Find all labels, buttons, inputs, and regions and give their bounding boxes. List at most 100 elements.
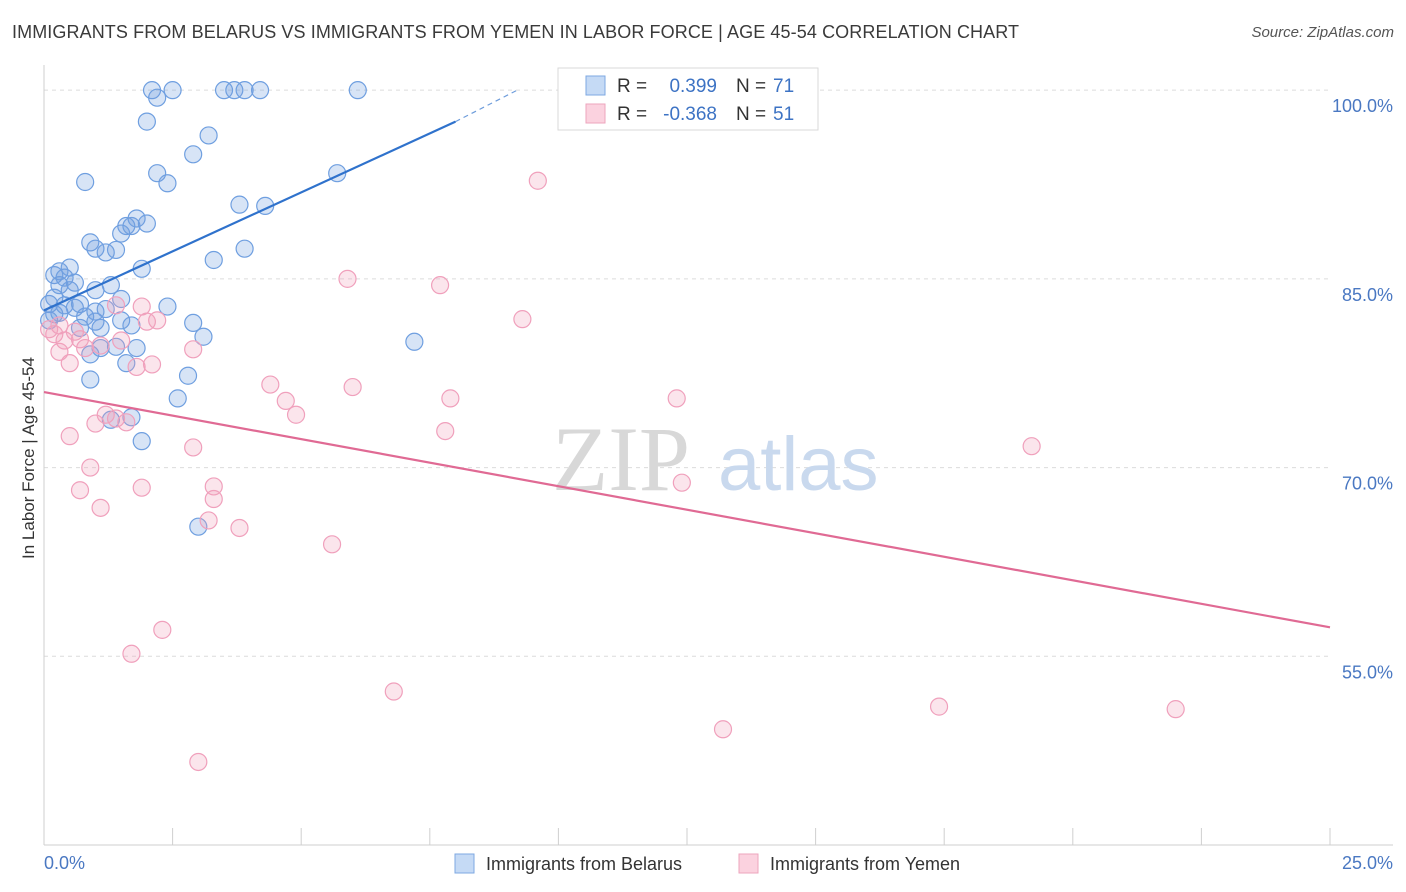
- series-legend: Immigrants from Belarus Immigrants from …: [454, 853, 960, 874]
- legend-n-label-yemen: N =: [736, 104, 766, 125]
- point-yemen-49: [713, 720, 733, 739]
- point-belarus-35: [117, 216, 136, 236]
- point-yemen-20: [122, 644, 141, 663]
- point-yemen-23: [132, 297, 151, 316]
- bottom-legend-swatch-belarus: [454, 853, 475, 874]
- legend-n-value-belarus: 71: [773, 76, 794, 97]
- point-yemen-51: [1022, 437, 1041, 456]
- point-belarus-53: [178, 366, 198, 385]
- point-belarus-41: [127, 209, 146, 228]
- point-belarus-24: [91, 318, 110, 338]
- legend-r-label-yemen: R =: [617, 104, 647, 125]
- point-belarus-20: [81, 370, 100, 389]
- point-yemen-38: [322, 535, 342, 554]
- y-tick-label-1: 85.0%: [1342, 285, 1393, 305]
- point-belarus-70: [86, 302, 105, 321]
- point-yemen-52: [1166, 700, 1185, 719]
- y-tick-labels: 100.0% 85.0% 70.0% 55.0%: [1332, 96, 1393, 682]
- point-yemen-18: [112, 331, 131, 350]
- bottom-legend-label-belarus: Immigrants from Belarus: [486, 854, 682, 874]
- y-tick-label-0: 100.0%: [1332, 96, 1393, 116]
- y-axis-label: In Labor Force | Age 45-54: [19, 357, 38, 559]
- point-yemen-15: [96, 405, 115, 424]
- point-belarus-67: [348, 81, 367, 100]
- point-yemen-10: [76, 338, 95, 358]
- point-yemen-13: [91, 336, 110, 355]
- chart-title: IMMIGRANTS FROM BELARUS VS IMMIGRANTS FR…: [12, 22, 1020, 42]
- point-belarus-64: [250, 81, 270, 100]
- point-belarus-43: [132, 432, 151, 451]
- point-belarus-45: [137, 112, 156, 131]
- point-belarus-60: [225, 81, 244, 100]
- watermark-zip: ZIP: [552, 408, 690, 510]
- point-belarus-12: [65, 273, 84, 292]
- point-yemen-9: [70, 481, 90, 500]
- point-yemen-11: [81, 458, 100, 477]
- point-yemen-29: [184, 340, 203, 359]
- point-yemen-39: [338, 269, 357, 288]
- point-yemen-45: [513, 310, 532, 329]
- point-yemen-42: [430, 276, 450, 295]
- point-yemen-16: [106, 409, 126, 428]
- point-yemen-3: [50, 316, 69, 335]
- point-yemen-17: [106, 296, 126, 315]
- point-belarus-40: [127, 338, 146, 358]
- x-tick-label-right: 25.0%: [1342, 853, 1393, 873]
- point-belarus-44: [137, 214, 156, 233]
- axes: [43, 65, 1393, 846]
- trend-line-extension-belarus: [455, 89, 518, 123]
- point-yemen-21: [127, 357, 146, 377]
- point-belarus-57: [199, 126, 218, 145]
- stats-legend: R = 0.399 N = 71 R = -0.368 N = 51: [557, 67, 819, 131]
- x-tick-label-left: 0.0%: [44, 853, 85, 873]
- point-belarus-56: [194, 327, 213, 346]
- point-belarus-17: [76, 307, 95, 326]
- legend-n-value-yemen: 51: [773, 104, 794, 125]
- legend-r-value-belarus: 0.399: [669, 76, 717, 97]
- point-belarus-47: [148, 88, 167, 107]
- point-belarus-55: [184, 313, 203, 333]
- y-tick-label-2: 70.0%: [1342, 474, 1393, 494]
- point-yemen-14: [91, 498, 110, 517]
- point-yemen-8: [70, 330, 90, 349]
- legend-swatch-yemen: [585, 103, 606, 124]
- point-yemen-43: [436, 421, 455, 441]
- point-yemen-35: [261, 375, 280, 394]
- source-credit: Source: ZipAtlas.com: [1251, 24, 1394, 41]
- point-yemen-27: [153, 620, 172, 639]
- point-yemen-5: [60, 354, 79, 373]
- legend-r-label-belarus: R =: [617, 76, 647, 97]
- point-belarus-16: [76, 172, 95, 192]
- point-belarus-51: [163, 81, 182, 100]
- point-belarus-69: [189, 517, 208, 536]
- watermark-atlas: atlas: [718, 422, 879, 507]
- point-yemen-32: [204, 477, 223, 496]
- legend-swatch-belarus: [585, 75, 606, 96]
- point-yemen-31: [199, 511, 218, 530]
- point-belarus-54: [184, 145, 203, 164]
- point-yemen-6: [60, 427, 79, 446]
- point-belarus-38: [122, 316, 141, 335]
- point-yemen-48: [672, 473, 691, 492]
- point-yemen-36: [276, 391, 295, 411]
- point-yemen-47: [667, 389, 686, 408]
- point-yemen-50: [929, 697, 949, 716]
- point-yemen-46: [528, 171, 547, 190]
- watermark: ZIP atlas: [552, 408, 879, 510]
- point-yemen-30: [189, 752, 208, 772]
- trend-line-belarus: [43, 120, 456, 312]
- point-yemen-41: [384, 682, 403, 701]
- point-yemen-33: [204, 489, 223, 509]
- point-belarus-21: [86, 239, 105, 258]
- point-belarus-63: [235, 239, 254, 258]
- point-belarus-10: [60, 258, 79, 277]
- point-yemen-28: [184, 438, 203, 457]
- point-belarus-58: [204, 250, 223, 270]
- trend-lines: [43, 89, 1331, 629]
- point-yemen-19: [117, 413, 136, 432]
- point-yemen-25: [142, 355, 162, 374]
- point-yemen-37: [286, 405, 306, 424]
- point-yemen-26: [148, 311, 167, 330]
- point-belarus-68: [405, 332, 424, 351]
